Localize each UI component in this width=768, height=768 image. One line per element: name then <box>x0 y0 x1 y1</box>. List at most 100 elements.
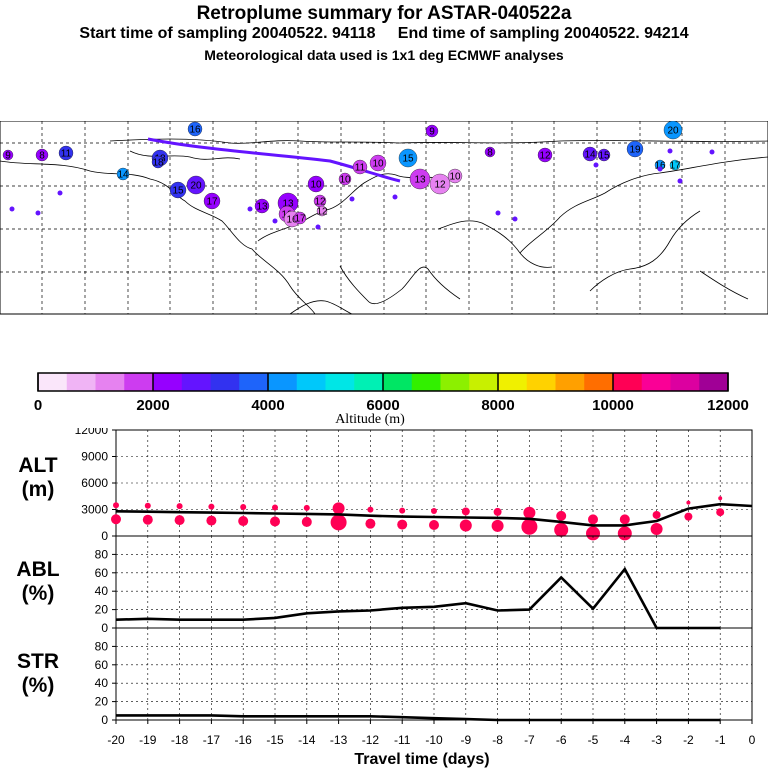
trajectory-path <box>147 137 401 183</box>
colorbar-swatch <box>469 373 499 391</box>
trajectory-marker-label: 15 <box>172 186 184 197</box>
x-tick-label: 0 <box>749 733 756 747</box>
altitude-dot <box>493 507 502 516</box>
altitude-dot <box>431 508 437 515</box>
met-data-note: Meteorological data used is 1x1 deg ECMW… <box>204 47 564 63</box>
colorbar-swatch <box>95 373 125 391</box>
altitude-dot <box>272 504 278 511</box>
colorbar-label: Altitude (m) <box>335 412 405 427</box>
colorbar-swatch <box>239 373 269 391</box>
trajectory-marker <box>254 198 270 214</box>
altitude-dot <box>684 512 693 521</box>
trajectory-marker <box>429 173 451 195</box>
trajectory-dot <box>667 148 673 154</box>
altitude-dot <box>523 506 536 519</box>
panel-alt: 0 3000 6000 9000 12000 ALT(m) <box>18 428 753 543</box>
y-tick-label: 6000 <box>81 476 108 490</box>
trajectory-marker <box>663 121 683 140</box>
trajectory-marker <box>35 148 49 162</box>
trajectory-marker <box>484 146 496 158</box>
series-line <box>115 502 753 527</box>
trajectory-dot <box>512 216 518 222</box>
trajectory-marker-label: 10 <box>310 180 322 191</box>
colorbar-swatch <box>699 373 729 391</box>
trajectory-marker-label: 11 <box>355 163 366 174</box>
x-tick-label: -6 <box>556 733 567 747</box>
trajectory-marker-label: 17 <box>669 161 681 172</box>
colorbar-tick-label: 10000 <box>592 397 634 414</box>
x-tick-label: -19 <box>139 733 157 747</box>
y-tick-label: 3000 <box>81 503 108 517</box>
x-tick-label: -9 <box>460 733 471 747</box>
trajectory-dot <box>677 178 683 184</box>
altitude-dot <box>586 526 600 541</box>
colorbar-swatch <box>641 373 671 391</box>
colorbar-swatch <box>584 373 614 391</box>
y-tick-label: 60 <box>95 566 109 580</box>
colorbar-swatch <box>153 373 183 391</box>
panel-str: 0 20 40 60 80 STR(%) <box>17 627 753 727</box>
y-axis-label: ABL <box>16 558 59 581</box>
x-axis: -20 -19 -18 -17 -16 -15 -14 -13 -12 -11 -10 -9 -8 -7-… <box>107 720 756 768</box>
trajectory-marker-label: 17 <box>294 214 306 225</box>
trajectory-dot <box>9 206 15 212</box>
colorbar-tick-label: 6000 <box>366 397 399 414</box>
trajectory-marker <box>447 168 463 184</box>
x-tick-label: -4 <box>619 733 630 747</box>
trajectory-dot <box>392 194 398 200</box>
colorbar-swatch <box>383 373 413 391</box>
trajectory-dot <box>315 224 321 230</box>
y-tick-label: 80 <box>95 547 109 561</box>
time-series-panels: 030006000900012000ALT(m)020406080ABL(%)0… <box>16 428 756 768</box>
colorbar-tick-label: 2000 <box>136 397 169 414</box>
y-tick-label: 20 <box>95 695 109 709</box>
altitude-dot <box>399 507 406 514</box>
x-axis-label: Travel time (days) <box>354 751 489 768</box>
trajectory-marker <box>293 211 307 225</box>
trajectory-marker-label: 10 <box>449 172 461 183</box>
colorbar-swatch <box>66 373 96 391</box>
trajectory-map: 1618192010132017141513121510111013121012… <box>0 121 768 315</box>
y-tick-label: 0 <box>101 621 108 635</box>
altitude-dot <box>174 515 185 526</box>
altitude-dot <box>521 518 538 535</box>
trajectory-marker-label: 18 <box>152 158 164 169</box>
altitude-dot <box>459 519 472 532</box>
altitude-dot <box>365 518 376 529</box>
figure-title: Retroplume summary for ASTAR-040522a <box>196 3 572 24</box>
x-tick-label: -1 <box>715 733 726 747</box>
trajectory-marker-label: 20 <box>667 126 679 137</box>
altitude-dot <box>429 520 439 531</box>
trajectory-marker <box>352 159 368 175</box>
trajectory-marker <box>369 154 387 172</box>
altitude-dot <box>301 516 312 527</box>
trajectory-marker-label: 9 <box>429 127 435 138</box>
colorbar-tick-label: 4000 <box>251 397 284 414</box>
y-tick-label: 60 <box>95 658 109 672</box>
trajectory-marker <box>116 167 130 181</box>
series-line <box>115 566 721 630</box>
trajectory-marker-label: 8 <box>39 151 45 162</box>
trajectory-marker <box>187 121 203 137</box>
trajectory-marker <box>398 148 418 168</box>
colorbar-swatch <box>181 373 211 391</box>
colorbar-swatch <box>124 373 154 391</box>
colorbar-swatch <box>498 373 528 391</box>
altitude-dot <box>208 503 215 510</box>
x-tick-label: -11 <box>394 733 411 747</box>
trajectory-marker-label: 12 <box>314 197 326 208</box>
x-tick-label: -18 <box>171 733 189 747</box>
trajectory-marker-label: 20 <box>190 181 202 192</box>
trajectory-dot <box>35 210 41 216</box>
x-tick-label: -13 <box>330 733 348 747</box>
trajectory-marker-label: 16 <box>189 125 201 136</box>
altitude-dot <box>617 526 632 541</box>
colorbar-swatch <box>670 373 700 391</box>
trajectory-dot <box>247 206 253 212</box>
x-tick-label: -14 <box>298 733 316 747</box>
x-tick-label: -17 <box>203 733 221 747</box>
altitude-cluster-dots <box>111 496 725 541</box>
trajectory-marker-label: 13 <box>256 202 268 213</box>
trajectory-marker <box>58 145 74 161</box>
